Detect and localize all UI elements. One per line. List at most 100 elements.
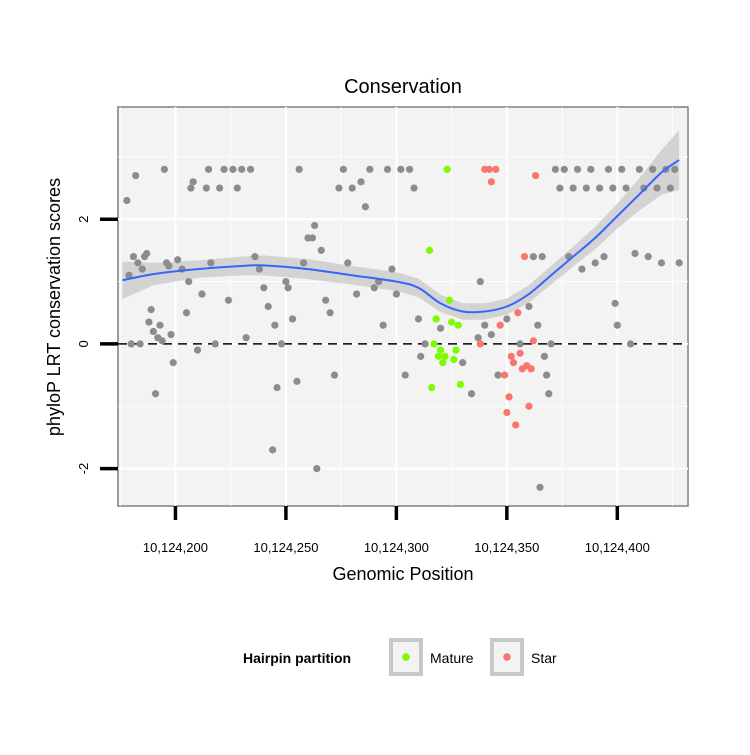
point-other [383, 165, 392, 173]
point-other [129, 253, 138, 261]
point-other [229, 165, 237, 173]
smooth-curve [122, 159, 680, 314]
y-axis-label: phyloP LRT conservation scores [44, 178, 64, 436]
point-other [556, 184, 564, 192]
x-tick-label: 10,124,300 [364, 540, 429, 555]
point-other [361, 203, 370, 211]
point-star [507, 352, 515, 360]
point-other [322, 296, 330, 304]
point-other [151, 390, 160, 398]
point-other [348, 184, 356, 192]
point-other [370, 284, 378, 292]
point-other [538, 253, 546, 261]
point-other [406, 165, 414, 173]
point-other [211, 340, 219, 348]
point-mature [434, 352, 442, 360]
point-other [653, 184, 661, 192]
point-other [160, 165, 168, 173]
point-other [631, 249, 639, 258]
point-other [143, 249, 151, 258]
point-mature [428, 383, 436, 392]
x-tick-label: 10,124,200 [143, 540, 208, 555]
point-star [531, 171, 540, 180]
point-other [635, 165, 643, 173]
point-other [516, 340, 524, 348]
point-other [335, 184, 343, 192]
smooth-line [122, 159, 680, 314]
point-star [512, 421, 520, 429]
point-mature [430, 340, 438, 348]
legend-marker-mature [402, 653, 410, 661]
point-other [547, 340, 555, 348]
point-other [476, 277, 484, 286]
point-other [138, 265, 146, 273]
point-other [125, 271, 133, 279]
point-other [233, 184, 241, 192]
point-other [410, 184, 418, 192]
point-other [167, 330, 175, 339]
point-other [313, 464, 321, 473]
point-other [204, 165, 213, 173]
plot-panel [117, 106, 689, 507]
legend-marker-star [503, 653, 511, 661]
point-other [609, 184, 617, 192]
point-other [308, 234, 317, 242]
point-other [657, 259, 666, 267]
point-star [485, 165, 493, 173]
point-other [147, 306, 155, 314]
point-other [246, 165, 255, 173]
point-other [198, 290, 206, 298]
point-mature [448, 318, 456, 326]
confidence-band [122, 130, 680, 320]
point-other [503, 315, 511, 323]
point-other [534, 321, 542, 329]
point-other [545, 390, 553, 398]
point-other [666, 184, 674, 192]
point-other [123, 196, 131, 205]
point-other [295, 165, 303, 173]
point-star [487, 178, 495, 186]
point-star [503, 408, 511, 417]
point-other [626, 340, 635, 348]
point-other [264, 302, 272, 311]
point-other [284, 284, 292, 292]
point-other [269, 446, 277, 454]
point-other [675, 259, 683, 267]
point-other [596, 184, 604, 192]
point-star [529, 337, 537, 345]
point-other [671, 165, 679, 173]
x-tick-label: 10,124,400 [585, 540, 650, 555]
y-tick-label: 2 [76, 216, 91, 223]
point-other [260, 284, 268, 292]
point-other [277, 340, 286, 348]
point-other [421, 340, 429, 348]
point-other [414, 315, 423, 323]
point-other [185, 277, 193, 286]
point-other [127, 340, 135, 348]
point-mature [432, 315, 440, 323]
point-other [189, 178, 197, 186]
point-other [525, 302, 533, 311]
point-other [156, 321, 164, 329]
point-other [649, 165, 657, 173]
point-other [182, 309, 191, 317]
point-other [149, 327, 157, 336]
x-axis: 10,124,200 10,124,250 10,124,300 10,124,350… [143, 506, 650, 555]
point-other [299, 259, 308, 267]
point-mature [454, 321, 462, 329]
point-other [282, 277, 290, 286]
point-mature [443, 165, 451, 173]
point-other [644, 253, 652, 261]
point-mature [445, 296, 453, 304]
point-other [273, 383, 281, 392]
point-mature [436, 346, 445, 354]
point-other [326, 309, 334, 317]
point-other [467, 390, 476, 398]
confidence-ribbon [122, 130, 680, 320]
point-star [527, 365, 535, 373]
legend-label-star: Star [531, 650, 557, 666]
legend-title: Hairpin partition [243, 650, 351, 666]
point-other [569, 184, 577, 192]
point-other [193, 346, 202, 354]
